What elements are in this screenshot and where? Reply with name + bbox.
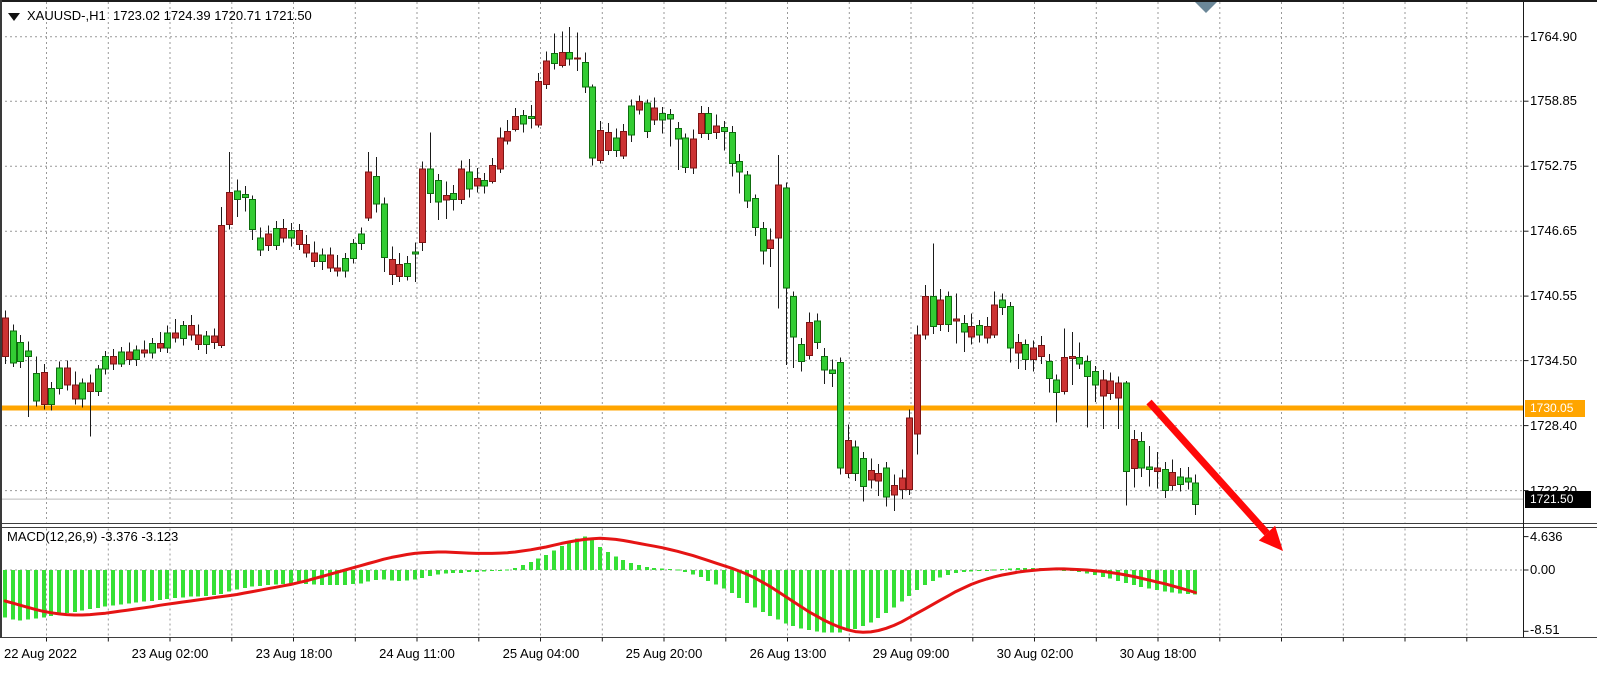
- chart-title: XAUUSD-,H1 1723.02 1724.39 1720.71 1721.…: [8, 8, 312, 23]
- hline-price-badge: 1730.05: [1525, 400, 1585, 417]
- price-axis-tick: 1764.90: [1530, 29, 1577, 44]
- macd-axis-tick: 4.636: [1530, 529, 1563, 544]
- time-axis-label: 29 Aug 09:00: [872, 646, 950, 661]
- time-axis-label: 30 Aug 18:00: [1119, 646, 1197, 661]
- ohlc-values: 1723.02 1724.39 1720.71 1721.50: [112, 8, 312, 23]
- trend-arrow-annotation[interactable]: [1146, 399, 1283, 551]
- macd-indicator-label: MACD(12,26,9) -3.376 -3.123: [7, 529, 179, 544]
- horizontal-line-annotation[interactable]: [0, 405, 1523, 411]
- time-axis-label: 23 Aug 18:00: [255, 646, 333, 661]
- expand-triangle-icon[interactable]: [8, 12, 20, 21]
- price-axis-tick: 1746.65: [1530, 223, 1577, 238]
- price-axis-tick: 1752.75: [1530, 158, 1577, 173]
- macd-axis-tick: -8.51: [1530, 622, 1560, 637]
- time-axis-label: 25 Aug 20:00: [625, 646, 703, 661]
- time-axis-label: 24 Aug 11:00: [379, 646, 455, 661]
- candles: [2, 27, 1199, 516]
- time-axis-label: 30 Aug 02:00: [996, 646, 1074, 661]
- price-axis-tick: 1734.50: [1530, 353, 1577, 368]
- macd-signal-line: [3, 536, 1197, 634]
- scroll-to-end-marker-icon: [1195, 2, 1217, 13]
- price-axis-tick: 1758.85: [1530, 93, 1577, 108]
- current-price-badge: 1721.50: [1525, 491, 1591, 508]
- macd-histogram: [3, 536, 1197, 633]
- time-axis-label: 26 Aug 13:00: [749, 646, 827, 661]
- time-axis-label: 22 Aug 2022: [4, 646, 78, 661]
- price-axis-tick: 1740.55: [1530, 288, 1577, 303]
- price-axis-tick: 1728.40: [1530, 418, 1577, 433]
- macd-axis-tick: 0.00: [1530, 562, 1556, 577]
- time-axis-label: 23 Aug 02:00: [131, 646, 209, 661]
- symbol-timeframe-label: XAUUSD-,H1: [27, 8, 106, 23]
- time-axis-label: 25 Aug 04:00: [502, 646, 580, 661]
